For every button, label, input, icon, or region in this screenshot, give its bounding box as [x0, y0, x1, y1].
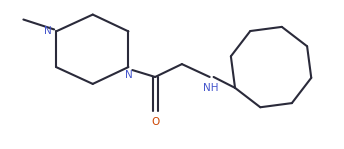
Text: N: N	[44, 26, 52, 36]
Text: O: O	[151, 117, 159, 127]
Text: NH: NH	[203, 83, 218, 93]
Text: N: N	[125, 70, 132, 80]
